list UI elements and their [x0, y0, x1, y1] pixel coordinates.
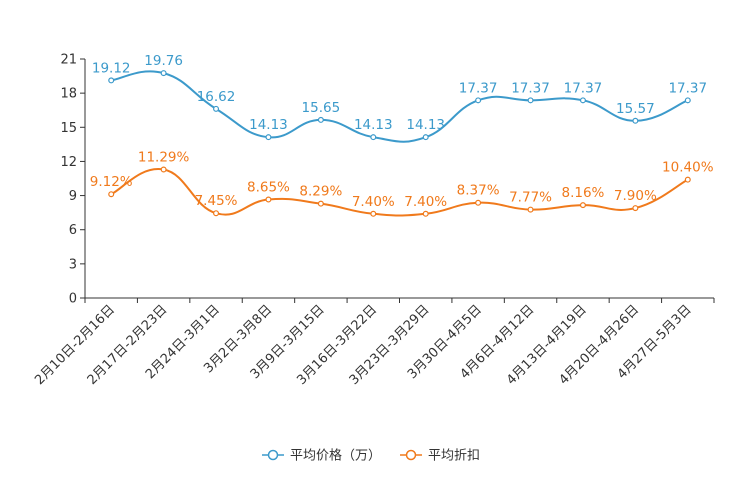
legend-item[interactable]: 平均价格（万）	[262, 448, 381, 464]
data-label: 17.37	[564, 80, 603, 96]
chart-axes: 0369121518212月10日-2月16日2月17日-2月23日2月24日-…	[32, 53, 715, 388]
y-tick-label: 18	[60, 87, 77, 102]
data-label: 7.40%	[404, 194, 447, 210]
data-label: 14.13	[249, 117, 288, 133]
data-label: 10.40%	[662, 160, 714, 176]
legend-marker	[267, 449, 279, 461]
data-point[interactable]	[108, 191, 115, 198]
data-point[interactable]	[213, 105, 220, 112]
data-point[interactable]	[213, 210, 220, 217]
data-point[interactable]	[579, 202, 586, 209]
y-tick-label: 6	[69, 223, 77, 238]
data-label: 14.13	[406, 117, 445, 133]
data-point[interactable]	[160, 70, 167, 77]
data-point[interactable]	[265, 196, 272, 203]
data-label: 19.12	[92, 60, 131, 76]
data-point[interactable]	[527, 97, 534, 104]
y-tick-label: 15	[60, 121, 77, 136]
y-tick-label: 3	[69, 257, 77, 272]
data-label: 8.16%	[562, 185, 605, 201]
data-label: 19.76	[144, 53, 183, 69]
data-label: 9.12%	[90, 174, 133, 190]
data-label: 15.57	[616, 101, 655, 117]
data-label: 17.37	[668, 80, 707, 96]
data-label: 7.45%	[195, 193, 238, 209]
data-point[interactable]	[422, 210, 429, 217]
data-point[interactable]	[422, 134, 429, 141]
series-1: 9.12% 11.29% 7.45% 8.65% 8.29% 7.40% 7.40% 8.37…	[90, 150, 714, 217]
legend-label: 平均价格（万）	[290, 448, 381, 464]
data-point[interactable]	[475, 199, 482, 206]
data-label: 17.37	[511, 80, 550, 96]
data-point[interactable]	[108, 77, 115, 84]
data-point[interactable]	[370, 210, 377, 217]
data-point[interactable]	[632, 117, 639, 124]
data-label: 7.40%	[352, 194, 395, 210]
data-point[interactable]	[684, 176, 691, 183]
legend-marker	[405, 449, 417, 461]
data-point[interactable]	[475, 97, 482, 104]
y-tick-label: 9	[69, 189, 77, 204]
y-tick-label: 21	[60, 53, 77, 68]
data-point[interactable]	[160, 166, 167, 173]
chart-series: 19.12 19.76 16.62 14.13 15.65 14.13 14.13 17.37…	[90, 53, 714, 217]
data-label: 8.65%	[247, 180, 290, 196]
data-point[interactable]	[317, 116, 324, 123]
data-label: 14.13	[354, 117, 393, 133]
data-point[interactable]	[684, 97, 691, 104]
data-point[interactable]	[632, 205, 639, 212]
data-label: 17.37	[459, 80, 498, 96]
data-label: 7.77%	[509, 190, 552, 206]
chart-legend[interactable]: 平均价格（万） 平均折扣	[262, 448, 480, 464]
data-label: 8.37%	[457, 183, 500, 199]
data-label: 16.62	[197, 89, 236, 105]
y-tick-label: 0	[69, 292, 77, 307]
y-tick-label: 12	[60, 155, 77, 170]
data-label: 8.29%	[299, 184, 342, 200]
legend-label: 平均折扣	[428, 449, 480, 464]
data-label: 7.90%	[614, 188, 657, 204]
data-point[interactable]	[370, 134, 377, 141]
data-label: 15.65	[302, 100, 341, 116]
data-point[interactable]	[265, 134, 272, 141]
data-point[interactable]	[317, 200, 324, 207]
legend-item[interactable]: 平均折扣	[400, 449, 480, 464]
data-point[interactable]	[527, 206, 534, 213]
data-label: 11.29%	[138, 150, 190, 166]
data-point[interactable]	[579, 97, 586, 104]
series-0: 19.12 19.76 16.62 14.13 15.65 14.13 14.13 17.37…	[92, 53, 707, 143]
